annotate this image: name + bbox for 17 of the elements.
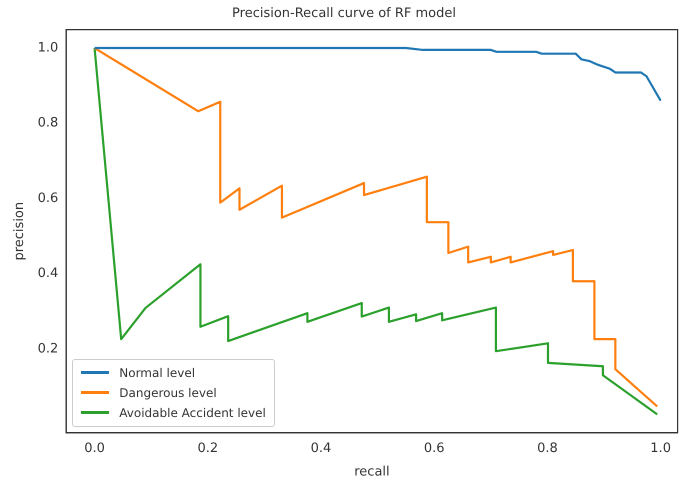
chart-title: Precision-Recall curve of RF model [232,6,456,22]
y-tick-label: 0.6 [38,190,58,206]
y-tick-label: 0.2 [38,341,58,356]
x-axis-title: recall [354,464,390,480]
legend-label: Normal level [119,366,196,380]
x-tick-label: 0.6 [424,440,445,456]
legend-label: Dangerous level [119,386,217,400]
y-tick-label: 1.0 [38,40,58,56]
legend-label: Avoidable Accident level [119,406,266,420]
y-tick-label: 0.8 [38,116,58,131]
x-tick-label: 0.4 [310,440,332,456]
x-tick-label: 0.0 [84,440,105,456]
x-tick-label: 1.0 [650,440,671,456]
x-tick-label: 0.8 [537,440,558,456]
x-tick-label: 0.2 [197,440,218,456]
y-tick-label: 0.4 [38,266,58,282]
y-axis-title: precision [12,202,28,261]
